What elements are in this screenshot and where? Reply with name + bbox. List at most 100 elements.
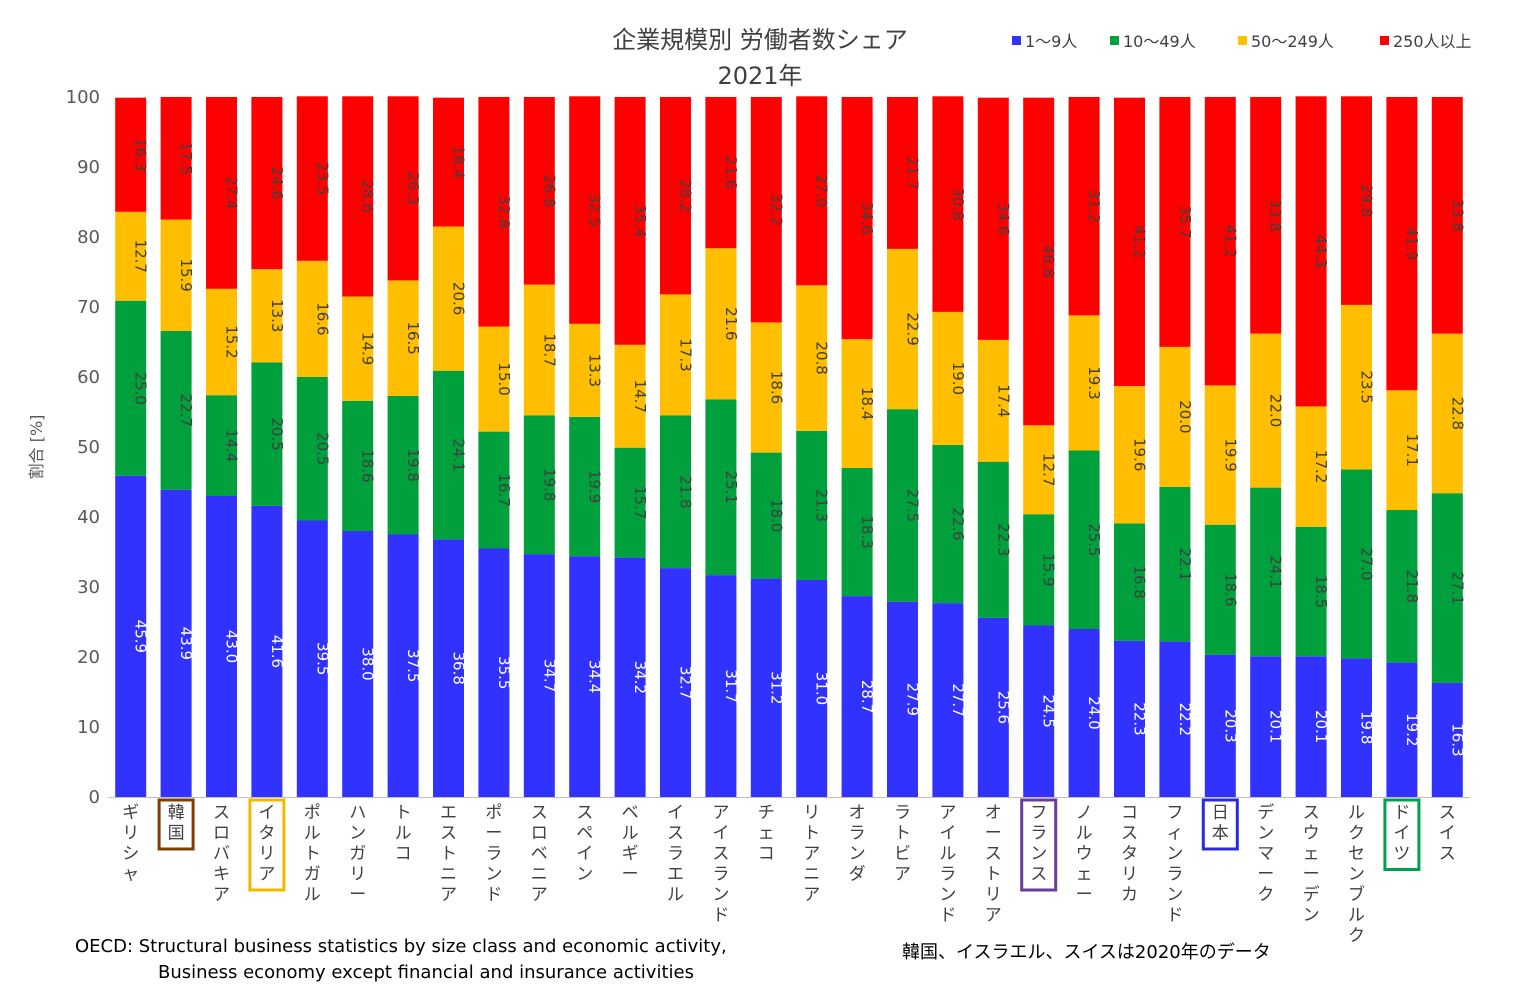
highlight-box: [157, 798, 195, 851]
highlight-box: [248, 798, 286, 892]
bar-segment: [750, 578, 782, 797]
x-tick-label: ク: [1348, 926, 1365, 946]
bar-segment: [660, 97, 691, 295]
x-tick-label: ン: [1166, 844, 1183, 864]
x-tick-label: ア: [985, 906, 1002, 926]
x-tick-label: ア: [712, 803, 729, 823]
data-label: 34.2: [631, 661, 649, 694]
data-label: 18.6: [359, 449, 377, 482]
bar-segment: [1114, 97, 1145, 387]
data-label: 22.6: [949, 507, 967, 540]
data-label: 19.9: [586, 470, 604, 503]
x-tick-label: ア: [939, 803, 956, 823]
x-tick-label: エ: [667, 865, 684, 885]
x-tick-label: ェ: [758, 824, 775, 844]
y-tick-label: 40: [77, 507, 100, 528]
bar-segment: [342, 96, 374, 297]
data-label: 17.2: [1312, 450, 1330, 483]
x-tick-label: ル: [1348, 906, 1365, 926]
bar-segment: [932, 96, 964, 312]
data-label: 14.4: [223, 429, 241, 462]
data-label: 24.1: [1267, 555, 1285, 588]
data-label: 41.6: [268, 635, 286, 668]
data-label: 18.7: [540, 333, 558, 366]
x-tick-label: ト: [985, 865, 1002, 885]
bar-segment: [887, 248, 918, 410]
bar-segment: [887, 97, 918, 249]
x-tick-label: ブ: [1348, 884, 1365, 905]
bar-segment: [660, 415, 691, 569]
bar-segment: [206, 97, 237, 289]
data-label: 14.9: [359, 332, 377, 365]
x-tick-label: ニ: [440, 865, 457, 885]
x-tick-label: ア: [803, 844, 820, 864]
x-tick-label: ド: [939, 906, 956, 926]
legend-label: 50～249人: [1251, 32, 1334, 51]
data-label: 16.8: [1131, 565, 1149, 598]
data-label: 19.8: [540, 468, 558, 501]
x-tick-label: ア: [213, 885, 230, 905]
x-tick-label: シ: [122, 844, 139, 864]
data-label: 20.3: [1221, 709, 1239, 742]
x-tick-label: ウ: [1076, 844, 1093, 864]
y-tick-label: 90: [77, 157, 100, 178]
bar-segment: [1431, 97, 1463, 334]
data-label: 28.2: [677, 179, 695, 212]
y-tick-label: 100: [66, 87, 100, 108]
x-tick-label: オ: [849, 803, 866, 823]
bar-segment: [1341, 658, 1372, 797]
x-tick-label: ト: [304, 844, 321, 864]
data-label: 16.6: [313, 302, 331, 335]
bar-segment: [115, 211, 147, 301]
x-tick-label: キ: [213, 865, 230, 885]
bar-segment: [342, 400, 374, 531]
data-label: 24.5: [1040, 695, 1058, 728]
x-tick-label: ペ: [576, 824, 593, 844]
data-label: 19.3: [1085, 366, 1103, 399]
x-tick-label: ト: [894, 824, 911, 844]
data-label: 33.8: [1267, 199, 1285, 232]
x-tick-label: ア: [803, 885, 820, 905]
data-label: 31.0: [813, 672, 831, 705]
x-tick-label: ス: [1121, 824, 1138, 844]
x-tick-label: ポ: [304, 803, 321, 823]
x-tick-label: コ: [395, 844, 412, 864]
data-label: 29.8: [1358, 184, 1376, 217]
data-label: 22.7: [177, 394, 195, 427]
x-tick-label: リ: [803, 803, 820, 823]
bar-segment: [569, 323, 601, 417]
x-tick-label: イ: [576, 844, 593, 864]
bar-segment: [660, 294, 691, 416]
x-tick-label: オ: [985, 803, 1002, 823]
bar-segment: [796, 96, 828, 286]
x-tick-label: ア: [894, 865, 911, 885]
data-label: 26.3: [404, 172, 422, 205]
data-label: 18.3: [858, 515, 876, 548]
data-label: 20.1: [1312, 710, 1330, 743]
x-tick-label: コ: [758, 844, 775, 864]
data-label: 20.0: [1176, 400, 1194, 433]
y-tick-label: 0: [89, 787, 100, 808]
data-label: 16.5: [404, 321, 422, 354]
x-tick-label: リ: [122, 824, 139, 844]
x-tick-label: ス: [576, 803, 593, 823]
data-label: 20.8: [813, 341, 831, 374]
x-tick-label: ー: [985, 824, 1002, 844]
bar-segment: [1250, 97, 1282, 334]
legend-label: 250人以上: [1393, 32, 1472, 51]
bar-segment: [1023, 514, 1055, 626]
bar-segment: [387, 395, 419, 535]
bar-segment: [1295, 526, 1327, 657]
bar-segment: [1295, 656, 1327, 797]
x-tick-label: フ: [1166, 803, 1183, 823]
data-label: 22.1: [1176, 548, 1194, 581]
bar-segment: [1386, 510, 1418, 663]
x-tick-label: ポ: [485, 803, 502, 823]
x-tick-label: ン: [849, 844, 866, 864]
bar-segment: [523, 415, 555, 555]
x-tick-label: ラ: [849, 824, 866, 844]
x-tick-label: ラ: [667, 844, 684, 864]
x-tick-label: ラ: [1166, 865, 1183, 885]
x-tick-label: ス: [1439, 844, 1456, 864]
bar-segment: [296, 520, 328, 797]
